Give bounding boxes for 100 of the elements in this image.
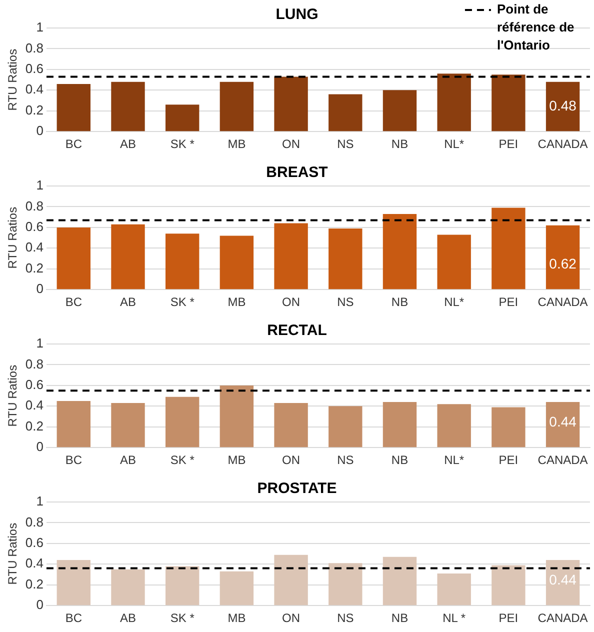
y-tick-label: 0.4 bbox=[25, 82, 44, 97]
x-tick-label: NL * bbox=[442, 611, 466, 626]
x-tick-label: ON bbox=[282, 453, 300, 468]
bar bbox=[492, 74, 526, 132]
x-tick-label: ON bbox=[282, 137, 300, 152]
chart-title: BREAST bbox=[266, 164, 328, 182]
x-tick-label: CANADA bbox=[538, 295, 588, 310]
bar bbox=[546, 82, 580, 132]
y-tick-label: 0 bbox=[36, 597, 44, 612]
y-tick-label: 1 bbox=[36, 20, 44, 35]
x-tick-label: ON bbox=[282, 611, 300, 626]
y-axis-title: RTU Ratios bbox=[6, 522, 20, 585]
y-axis-title: RTU Ratios bbox=[6, 206, 20, 269]
x-tick-label: MB bbox=[228, 611, 246, 626]
y-tick-label: 0 bbox=[36, 439, 44, 454]
data-label: 0.48 bbox=[549, 97, 577, 114]
y-tick-label: 0.2 bbox=[25, 102, 44, 118]
x-tick-label: CANADA bbox=[538, 611, 588, 626]
y-tick-label: 0.8 bbox=[25, 40, 44, 56]
x-tick-label: SK * bbox=[170, 453, 195, 468]
bar bbox=[492, 208, 526, 290]
chart-title: RECTAL bbox=[267, 322, 327, 340]
bar bbox=[56, 84, 90, 132]
bar bbox=[274, 403, 308, 448]
data-label: 0.62 bbox=[549, 255, 577, 272]
bar bbox=[382, 556, 417, 606]
y-tick-label: 0.4 bbox=[25, 556, 44, 571]
x-tick-label: BC bbox=[65, 611, 82, 626]
x-tick-label: BC bbox=[65, 137, 82, 152]
x-tick-label: CANADA bbox=[538, 137, 588, 152]
x-tick-label: NS bbox=[337, 295, 354, 310]
y-tick-label: 0.6 bbox=[25, 61, 44, 76]
bar bbox=[546, 402, 580, 448]
x-tick-label: SK * bbox=[170, 295, 195, 310]
bar bbox=[328, 228, 362, 290]
bar bbox=[220, 82, 254, 132]
bar bbox=[437, 234, 471, 290]
bar bbox=[328, 94, 362, 132]
bar bbox=[111, 569, 145, 606]
bar bbox=[56, 560, 90, 606]
bar bbox=[274, 76, 308, 132]
bar bbox=[220, 236, 254, 290]
bar bbox=[382, 90, 417, 132]
bar bbox=[437, 74, 471, 132]
bar bbox=[546, 225, 580, 290]
bar bbox=[492, 565, 526, 606]
y-tick-label: 0.8 bbox=[25, 356, 44, 372]
bar bbox=[437, 573, 471, 606]
data-label: 0.44 bbox=[549, 571, 577, 588]
x-tick-label: BC bbox=[65, 295, 82, 310]
x-tick-label: PEI bbox=[498, 611, 518, 626]
bar bbox=[274, 223, 308, 290]
bar bbox=[437, 404, 471, 448]
bar bbox=[274, 554, 308, 606]
y-axis-title: RTU Ratios bbox=[6, 48, 20, 111]
x-tick-label: ON bbox=[282, 295, 300, 310]
bar bbox=[111, 403, 145, 448]
bar bbox=[56, 400, 90, 448]
y-tick-label: 0.6 bbox=[25, 377, 44, 392]
y-tick-label: 1 bbox=[36, 178, 44, 193]
data-label: 0.44 bbox=[549, 413, 577, 430]
x-tick-label: MB bbox=[228, 453, 246, 468]
x-tick-label: PEI bbox=[498, 453, 518, 468]
y-tick-label: 0.8 bbox=[25, 514, 44, 530]
y-tick-label: 0.2 bbox=[25, 576, 44, 592]
bar bbox=[492, 407, 526, 448]
bar bbox=[166, 396, 200, 448]
x-tick-label: SK * bbox=[170, 611, 195, 626]
y-tick-label: 0.8 bbox=[25, 198, 44, 214]
chart-title: PROSTATE bbox=[257, 480, 337, 498]
x-tick-label: NL* bbox=[444, 137, 464, 152]
x-tick-label: NL* bbox=[444, 453, 464, 468]
y-tick-label: 0.6 bbox=[25, 219, 44, 234]
x-tick-label: AB bbox=[120, 611, 136, 626]
x-tick-label: AB bbox=[120, 453, 136, 468]
y-tick-label: 0.2 bbox=[25, 418, 44, 434]
bar bbox=[111, 224, 145, 290]
bar bbox=[111, 82, 145, 132]
x-tick-label: MB bbox=[228, 295, 246, 310]
bar bbox=[220, 385, 254, 448]
x-tick-label: NL* bbox=[444, 295, 464, 310]
x-tick-label: NS bbox=[337, 453, 354, 468]
bar bbox=[166, 104, 200, 132]
x-tick-label: BC bbox=[65, 453, 82, 468]
y-tick-label: 0 bbox=[36, 123, 44, 138]
x-tick-label: NB bbox=[391, 295, 408, 310]
chart-title: LUNG bbox=[276, 6, 318, 24]
legend-label: Point de référence de l'Ontario bbox=[496, 2, 574, 53]
x-tick-label: MB bbox=[228, 137, 246, 152]
bar bbox=[56, 227, 90, 290]
y-tick-label: 0.4 bbox=[25, 398, 44, 413]
x-tick-label: PEI bbox=[498, 295, 518, 310]
y-tick-label: 1 bbox=[36, 336, 44, 351]
x-tick-label: NB bbox=[391, 137, 408, 152]
y-tick-label: 1 bbox=[36, 494, 44, 509]
x-tick-label: PEI bbox=[498, 137, 518, 152]
bar bbox=[166, 234, 200, 290]
y-tick-label: 0.6 bbox=[25, 535, 44, 550]
y-tick-label: 0.2 bbox=[25, 260, 44, 276]
x-tick-label: SK * bbox=[170, 137, 195, 152]
